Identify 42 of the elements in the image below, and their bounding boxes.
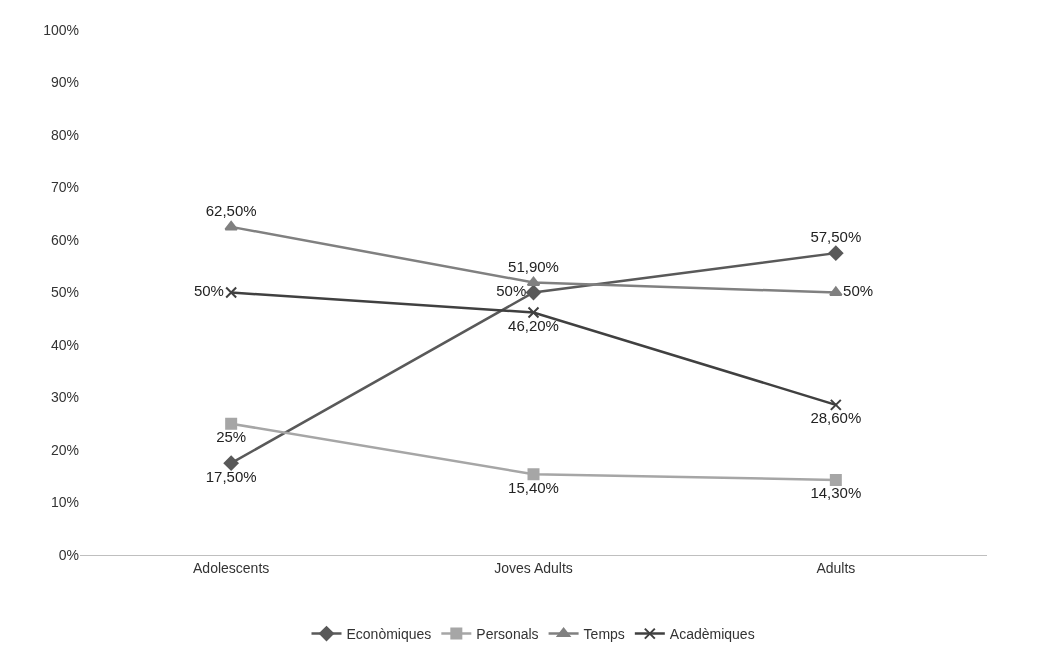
y-tick-label: 10% — [50, 494, 79, 511]
point — [527, 468, 540, 481]
data-label: 15,40% — [508, 478, 559, 496]
legend-label: Acadèmiques — [669, 626, 755, 643]
data-label: 50% — [193, 282, 224, 300]
point — [526, 285, 541, 300]
data-label: 28,60% — [810, 409, 862, 427]
data-label: 25% — [216, 428, 247, 446]
point — [829, 286, 843, 296]
data-label: 50% — [496, 282, 527, 300]
y-tick-label: 30% — [50, 389, 79, 406]
y-tick-label: 100% — [43, 21, 79, 38]
point — [828, 245, 844, 261]
data-label: 57,50% — [810, 228, 862, 246]
point — [527, 306, 540, 319]
data-label: 17,50% — [205, 467, 257, 485]
legend-label: Temps — [583, 626, 625, 643]
data-label: 51,90% — [508, 257, 559, 275]
legend-label: Econòmiques — [346, 626, 432, 643]
data-label: 50% — [843, 282, 874, 300]
legend-label: Personals — [476, 626, 539, 643]
data-label: 46,20% — [508, 316, 559, 334]
x-tick-label: Adolescents — [193, 559, 270, 576]
point — [223, 455, 239, 471]
y-tick-label: 90% — [50, 74, 79, 91]
point — [225, 286, 238, 299]
y-tick-label: 80% — [50, 126, 79, 143]
data-label: 14,30% — [810, 484, 862, 502]
y-tick-label: 0% — [58, 546, 79, 563]
y-tick-label: 50% — [50, 284, 79, 301]
point — [224, 220, 238, 231]
point — [829, 473, 842, 486]
point — [225, 417, 238, 430]
point — [526, 276, 541, 287]
y-tick-label: 20% — [50, 441, 79, 458]
y-tick-label: 40% — [50, 336, 79, 353]
x-tick-label: Adults — [816, 559, 856, 576]
y-tick-label: 60% — [50, 231, 79, 248]
y-tick-label: 70% — [50, 179, 79, 196]
x-tick-label: Joves Adults — [494, 559, 573, 576]
data-label: 62,50% — [205, 201, 257, 219]
point — [829, 398, 842, 411]
